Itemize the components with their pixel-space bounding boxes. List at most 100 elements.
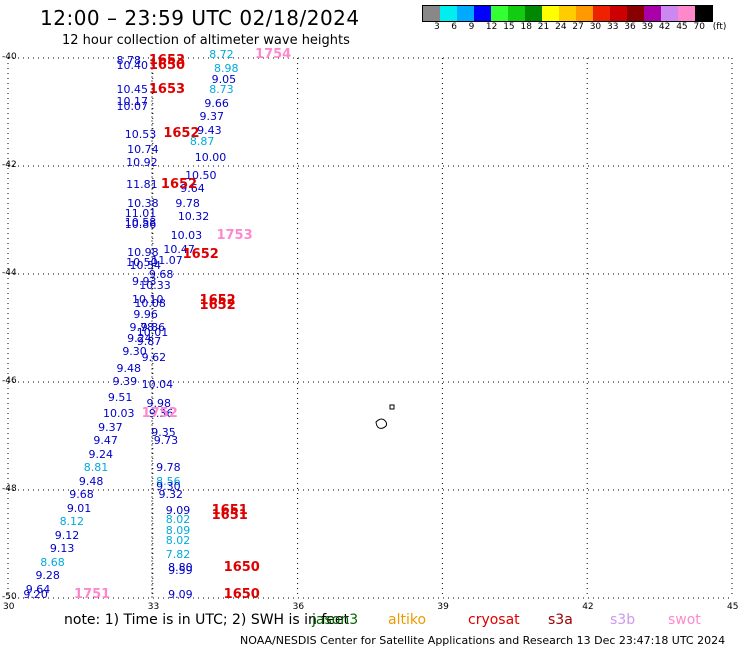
wave-height-value: 9.98 xyxy=(146,396,171,410)
wave-height-value: 8.81 xyxy=(83,461,109,475)
wave-height-value: 10.33 xyxy=(139,278,171,292)
wave-height-value: 11.01 xyxy=(124,206,157,220)
legend-swatch xyxy=(644,6,661,21)
pass-time-label: 1652 xyxy=(160,176,198,192)
pass-time-label: 1650 xyxy=(148,58,186,74)
legend-label: 18 xyxy=(520,22,532,32)
lat-tick-label: -40 xyxy=(2,52,17,62)
wave-height-value: 9.68 xyxy=(148,268,174,282)
footnote: note: 1) Time is in UTC; 2) SWH is in fe… xyxy=(64,612,350,628)
wave-height-value: 10.53 xyxy=(124,127,157,141)
wave-height-value: 9.39 xyxy=(112,375,138,388)
satellite-s3a: s3a xyxy=(548,612,573,628)
wave-height-value: 9.01 xyxy=(66,501,92,515)
wave-height-value: 9.66 xyxy=(204,96,229,110)
wave-height-value: 8.02 xyxy=(165,512,191,526)
map-subtitle: 12 hour collection of altimeter wave hei… xyxy=(62,33,350,48)
wave-height-value: 9.43 xyxy=(197,123,222,137)
pass-time-label: 1650 xyxy=(223,560,260,576)
wave-height-value: 7.82 xyxy=(165,547,191,561)
pass-time-label: 1753 xyxy=(216,228,253,244)
wave-height-value: 10.32 xyxy=(177,210,210,224)
legend-label: 12 xyxy=(485,22,498,32)
wave-height-value: 8.12 xyxy=(59,515,85,529)
legend-label: (ft) xyxy=(712,22,727,32)
pass-time-label: 1652 xyxy=(199,298,236,314)
lon-tick-label: 45 xyxy=(727,602,739,612)
wave-height-value: 10.10 xyxy=(131,292,164,306)
wave-height-value: 9.30 xyxy=(122,345,147,359)
lon-tick-label: 39 xyxy=(437,602,449,612)
lat-tick-label: -44 xyxy=(2,268,17,278)
legend-label: 6 xyxy=(451,22,458,32)
wave-height-value: 8.72 xyxy=(209,48,234,62)
legend-label: 70 xyxy=(693,22,705,32)
wave-height-value: 9.36 xyxy=(148,407,174,421)
wave-height-value: 10.74 xyxy=(127,142,159,156)
pass-time-label: 1751 xyxy=(74,587,111,603)
wave-height-value: 9.28 xyxy=(35,569,60,583)
legend-swatch xyxy=(576,6,593,21)
wave-height-value: 10.86 xyxy=(124,218,157,232)
wave-height-value: 10.17 xyxy=(116,95,149,109)
wave-height-value: 8.78 xyxy=(116,53,142,67)
wave-height-value: 8.98 xyxy=(214,61,239,75)
map-title: 12:00 – 23:59 UTC 02/18/2024 xyxy=(40,6,360,30)
lat-tick-label: -46 xyxy=(2,376,17,386)
pass-time-label: 1651 xyxy=(211,507,248,523)
legend-swatch xyxy=(627,6,644,21)
island-shape xyxy=(375,418,388,429)
lon-tick-label: 30 xyxy=(3,602,15,612)
lat-tick-label: -50 xyxy=(2,592,17,602)
legend-label: 42 xyxy=(658,22,671,32)
legend-label: 30 xyxy=(589,22,602,32)
islet-shape xyxy=(389,404,395,410)
lon-tick-label: 36 xyxy=(292,602,305,612)
pass-time-label: 1653 xyxy=(148,52,186,68)
lon-tick-label: 42 xyxy=(582,602,594,612)
wave-height-value: 10.03 xyxy=(170,229,203,243)
wave-height-value: 9.30 xyxy=(156,480,181,494)
legend-swatch xyxy=(457,6,474,21)
wave-height-value: 9.12 xyxy=(54,528,80,542)
wave-height-value: 9.78 xyxy=(129,321,155,334)
legend-swatch xyxy=(695,6,712,21)
wave-height-value: 9.87 xyxy=(136,334,162,348)
wave-height-value: 10.47 xyxy=(163,242,195,256)
legend-swatch xyxy=(661,6,678,21)
wave-height-value: 10.08 xyxy=(134,296,166,310)
wave-height-value: 9.32 xyxy=(158,488,184,502)
wave-height-value: 10.58 xyxy=(124,215,157,229)
wave-height-value: 9.93 xyxy=(131,275,157,289)
legend-swatch xyxy=(610,6,627,21)
wave-height-value: 10.38 xyxy=(127,196,159,210)
satellite-jason3: jason3 xyxy=(312,612,359,628)
wave-height-value: 9.35 xyxy=(151,426,176,440)
wave-height-value: 10.50 xyxy=(126,256,158,270)
lat-tick-label: -48 xyxy=(2,484,17,494)
wave-height-value: 8.56 xyxy=(156,474,181,488)
wave-height-value: 9.05 xyxy=(211,72,237,86)
wave-height-value: 11.07 xyxy=(151,253,183,267)
wave-height-value: 8.80 xyxy=(168,561,193,575)
legend-swatch xyxy=(559,6,576,21)
wave-height-value: 9.78 xyxy=(175,196,200,210)
legend-label: 21 xyxy=(537,22,550,32)
wave-height-value: 9.24 xyxy=(88,447,114,461)
legend-swatch xyxy=(440,6,457,21)
wave-height-value: 9.13 xyxy=(49,542,75,556)
wave-height-value: 9.78 xyxy=(156,461,181,475)
satellite-swot: swot xyxy=(668,612,701,628)
pass-time-label: 1652 xyxy=(163,125,200,141)
graticule xyxy=(7,57,733,599)
color-legend xyxy=(422,5,713,22)
wave-height-value: 9.73 xyxy=(153,434,179,448)
legend-swatch xyxy=(593,6,610,21)
wave-height-value: 10.92 xyxy=(126,156,158,170)
pass-time-label: 1752 xyxy=(141,406,178,422)
legend-label: 45 xyxy=(676,22,688,32)
pass-time-label: 1650 xyxy=(223,587,260,603)
wave-height-value: 10.40 xyxy=(116,59,149,73)
wave-height-value: 10.50 xyxy=(185,168,217,182)
